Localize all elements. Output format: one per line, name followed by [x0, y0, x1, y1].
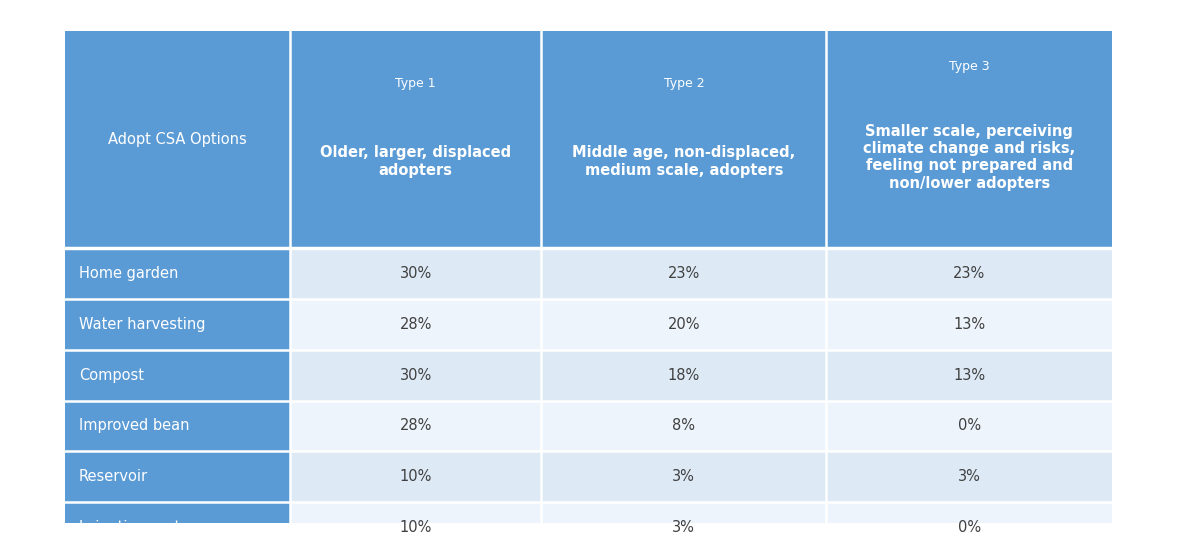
Bar [65, 32, 1112, 248]
Text: Middle age, non-displaced,
medium scale, adopters: Middle age, non-displaced, medium scale,… [572, 145, 796, 178]
Text: 28%: 28% [399, 419, 432, 434]
Text: Smaller scale, perceiving
climate change and risks,
feeling not prepared and
non: Smaller scale, perceiving climate change… [863, 124, 1076, 191]
Bar [65, 350, 290, 400]
Bar [541, 299, 826, 350]
Text: 10%: 10% [399, 469, 432, 484]
Text: 0%: 0% [958, 520, 980, 534]
Text: 18%: 18% [667, 368, 700, 383]
Text: 0%: 0% [958, 419, 980, 434]
Text: 23%: 23% [953, 266, 985, 281]
Bar [65, 451, 290, 502]
Bar [541, 451, 826, 502]
Text: 28%: 28% [399, 317, 432, 332]
Bar [290, 248, 541, 299]
Text: Type 3: Type 3 [949, 60, 990, 73]
Bar [826, 299, 1112, 350]
Bar [290, 299, 541, 350]
Bar [290, 502, 541, 534]
Bar [290, 451, 541, 502]
Bar [826, 350, 1112, 400]
Bar [541, 350, 826, 400]
Text: Water harvesting: Water harvesting [79, 317, 205, 332]
Text: 10%: 10% [399, 520, 432, 534]
Text: Compost: Compost [79, 368, 144, 383]
Bar [826, 400, 1112, 451]
Text: 30%: 30% [399, 368, 432, 383]
Bar [65, 299, 290, 350]
Bar [826, 502, 1112, 534]
Text: Older, larger, displaced
adopters: Older, larger, displaced adopters [320, 145, 511, 178]
Text: 30%: 30% [399, 266, 432, 281]
Bar [826, 248, 1112, 299]
Text: 3%: 3% [672, 520, 696, 534]
Text: Type 1: Type 1 [395, 77, 435, 90]
Bar [290, 350, 541, 400]
Text: 13%: 13% [953, 368, 985, 383]
Text: Improved bean: Improved bean [79, 419, 189, 434]
Text: 3%: 3% [672, 469, 696, 484]
Bar [541, 502, 826, 534]
Bar [65, 248, 290, 299]
Bar [541, 248, 826, 299]
Text: Reservoir: Reservoir [79, 469, 148, 484]
Text: Type 2: Type 2 [664, 77, 704, 90]
Text: Adopt CSA Options: Adopt CSA Options [108, 132, 247, 147]
Text: 8%: 8% [672, 419, 696, 434]
Bar [65, 400, 290, 451]
Bar [65, 502, 290, 534]
Text: Irrigation system: Irrigation system [79, 520, 204, 534]
Text: Home garden: Home garden [79, 266, 178, 281]
Text: 3%: 3% [958, 469, 980, 484]
Bar [826, 451, 1112, 502]
Text: 23%: 23% [667, 266, 700, 281]
Bar [290, 400, 541, 451]
Text: 20%: 20% [667, 317, 700, 332]
Bar [541, 400, 826, 451]
Text: 13%: 13% [953, 317, 985, 332]
